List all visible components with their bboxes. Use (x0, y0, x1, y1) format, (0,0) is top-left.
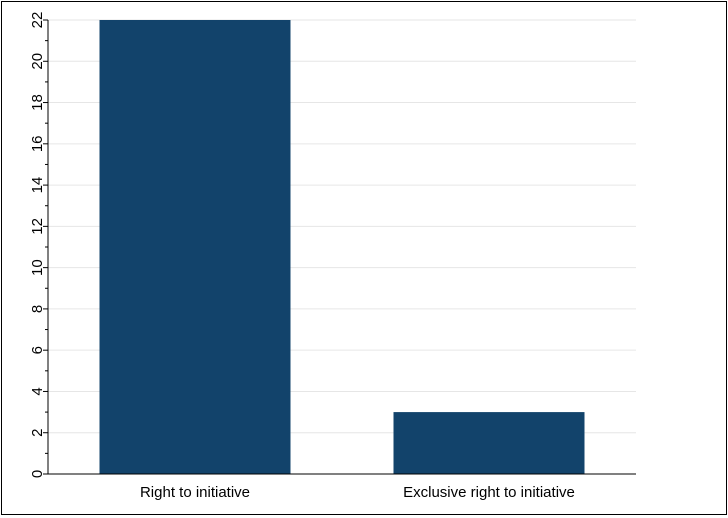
axes (43, 19, 636, 475)
y-tick-label-20: 20 (29, 53, 46, 70)
bar-1 (393, 412, 585, 474)
y-tick-label-18: 18 (29, 94, 46, 111)
bar-0 (99, 20, 291, 474)
labels: Right to initiative Exclusive right to in… (29, 12, 575, 501)
bars (99, 20, 585, 474)
y-tick-label-4: 4 (29, 387, 46, 395)
y-tick-label-6: 6 (29, 346, 46, 354)
y-tick-label-16: 16 (29, 135, 46, 152)
y-tick-label-0: 0 (29, 470, 46, 478)
y-tick-label-12: 12 (29, 218, 46, 235)
y-tick-label-2: 2 (29, 429, 46, 437)
y-tick-label-14: 14 (29, 177, 46, 194)
y-tick-label-10: 10 (29, 259, 46, 276)
x-tick-label-1: Exclusive right to initiative (403, 484, 575, 501)
y-tick-label-22: 22 (29, 12, 46, 29)
y-tick-label-8: 8 (29, 305, 46, 313)
x-tick-label-0: Right to initiative (140, 484, 250, 501)
